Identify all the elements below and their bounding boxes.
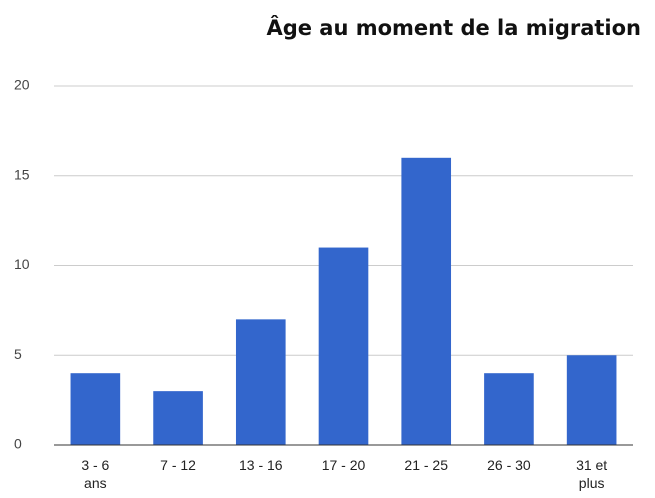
- bar: [401, 157, 452, 446]
- y-tick-label: 10: [14, 256, 30, 272]
- x-tick-label: 26 - 30: [487, 457, 531, 473]
- bar: [153, 391, 203, 445]
- y-tick-label: 15: [14, 166, 30, 182]
- bar: [484, 373, 534, 445]
- x-tick-label: 7 - 12: [160, 457, 196, 473]
- chart-title: Âge au moment de la migration: [266, 16, 641, 40]
- bar: [235, 319, 286, 445]
- x-tick-label: 21 - 25: [404, 457, 448, 473]
- y-tick-label: 0: [14, 436, 22, 452]
- bar: [70, 373, 121, 445]
- x-tick-label: 13 - 16: [238, 457, 283, 473]
- x-tick-label: 3 - 6 ans: [81, 457, 110, 491]
- y-tick-label: 5: [14, 346, 22, 362]
- y-tick-label: 20: [14, 77, 30, 93]
- bar: [318, 247, 369, 445]
- x-tick-label: 17 - 20: [321, 457, 366, 473]
- x-tick-label: 31 et plus: [576, 457, 608, 491]
- bar: [566, 355, 617, 445]
